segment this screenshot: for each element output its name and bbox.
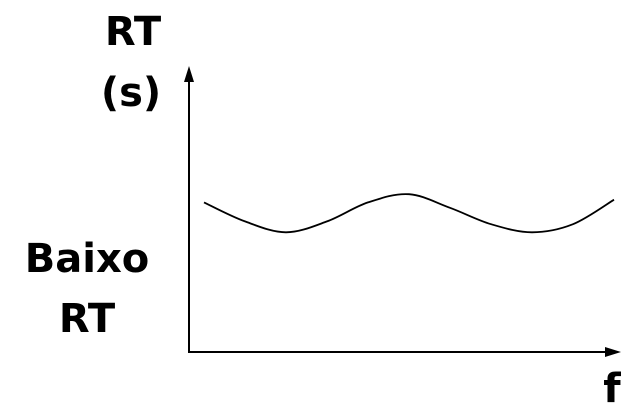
series-line xyxy=(203,193,615,234)
level-label-line-1: Baixo xyxy=(25,236,149,282)
level-label-line-2: RT xyxy=(59,296,116,342)
y-axis-arrowhead xyxy=(184,66,194,82)
y-axis-label-line-2: (s) xyxy=(101,70,161,116)
y-axis-label-line-1: RT xyxy=(105,9,162,55)
x-axis-arrowhead xyxy=(605,347,621,357)
x-axis-label: f xyxy=(603,366,621,409)
